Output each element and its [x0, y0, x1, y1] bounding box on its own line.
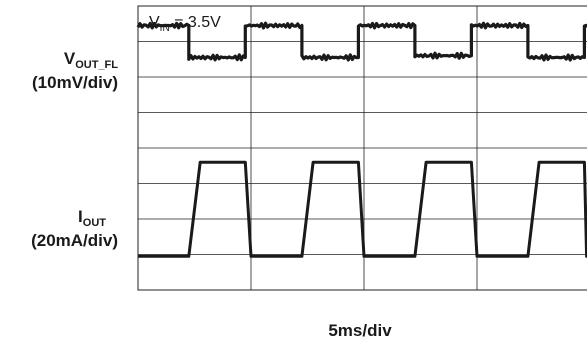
iout-label: IOUT — [78, 207, 106, 229]
traces — [136, 21, 587, 258]
grid — [137, 5, 587, 291]
vout-scale-label: (10mV/div) — [32, 73, 118, 92]
iout-trace — [138, 160, 587, 258]
vout-trace — [136, 21, 587, 62]
time-scale-label: 5ms/div — [328, 321, 392, 340]
vout-label: VOUT_FL — [64, 49, 118, 71]
iout-scale-label: (20mA/div) — [31, 231, 118, 250]
